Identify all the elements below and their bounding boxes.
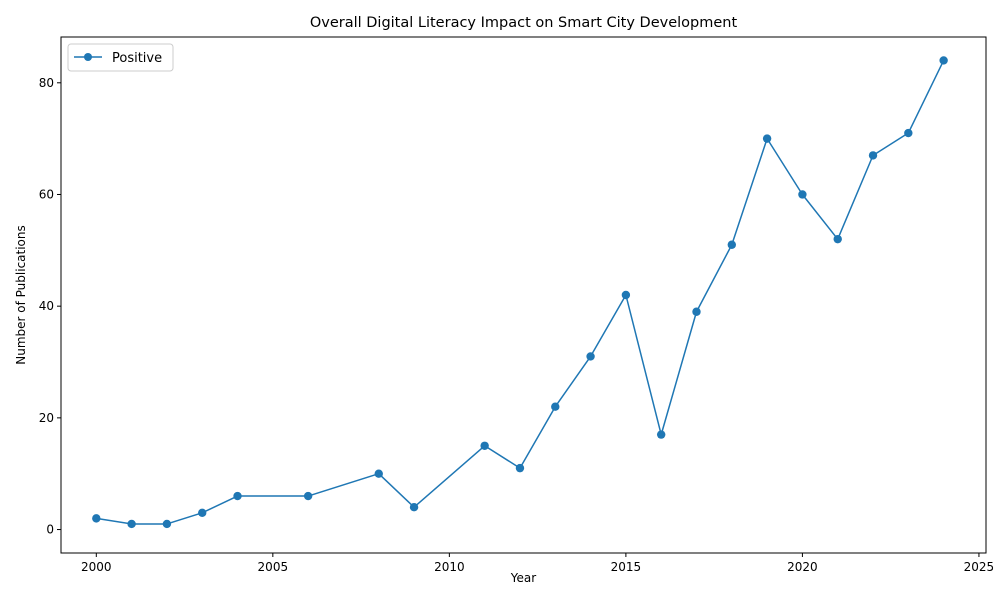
data-point — [904, 128, 913, 138]
x-tick-label: 2020 — [787, 560, 818, 574]
series-layer — [92, 56, 948, 529]
data-point — [868, 151, 878, 160]
y-tick-label: 60 — [39, 187, 54, 201]
y-tick-label: 80 — [39, 76, 54, 90]
data-point — [692, 307, 701, 316]
data-point — [198, 508, 207, 517]
data-point — [586, 352, 595, 361]
data-point — [162, 519, 172, 529]
data-point — [727, 240, 737, 249]
data-point — [409, 503, 419, 512]
data-point — [551, 402, 560, 411]
y-axis-label: Number of Publications — [14, 225, 28, 365]
chart-title: Overall Digital Literacy Impact on Smart… — [310, 15, 738, 31]
series-line-positive — [96, 60, 945, 525]
data-point — [762, 134, 772, 143]
data-point — [656, 430, 666, 439]
data-point — [515, 463, 525, 473]
data-point — [303, 491, 313, 501]
x-tick-label: 2010 — [434, 560, 465, 574]
x-axis-ticks: 2000 2005 2010 2015 2020 2025 — [81, 553, 994, 574]
y-axis-ticks: 0 20 40 60 80 — [39, 76, 61, 537]
y-tick-label: 0 — [46, 523, 54, 537]
data-point — [92, 514, 101, 523]
data-point — [939, 56, 948, 65]
legend-entry-positive: Positive — [112, 51, 162, 66]
legend-marker-sample — [84, 53, 92, 61]
axes-frame — [60, 36, 987, 554]
legend: Positive — [67, 43, 174, 72]
x-tick-label: 2015 — [611, 560, 642, 574]
data-point — [374, 469, 383, 478]
data-point — [480, 441, 489, 450]
legend-box — [67, 43, 174, 72]
y-tick-label: 20 — [39, 411, 54, 425]
x-axis-label: Year — [510, 571, 536, 585]
data-point — [833, 234, 842, 244]
x-tick-label: 2025 — [964, 560, 995, 574]
data-point — [798, 190, 807, 199]
x-tick-label: 2005 — [258, 560, 289, 574]
data-point — [621, 290, 631, 300]
y-tick-label: 40 — [39, 299, 54, 313]
data-point — [233, 491, 242, 501]
x-tick-label: 2000 — [81, 560, 112, 574]
data-point — [127, 519, 136, 529]
